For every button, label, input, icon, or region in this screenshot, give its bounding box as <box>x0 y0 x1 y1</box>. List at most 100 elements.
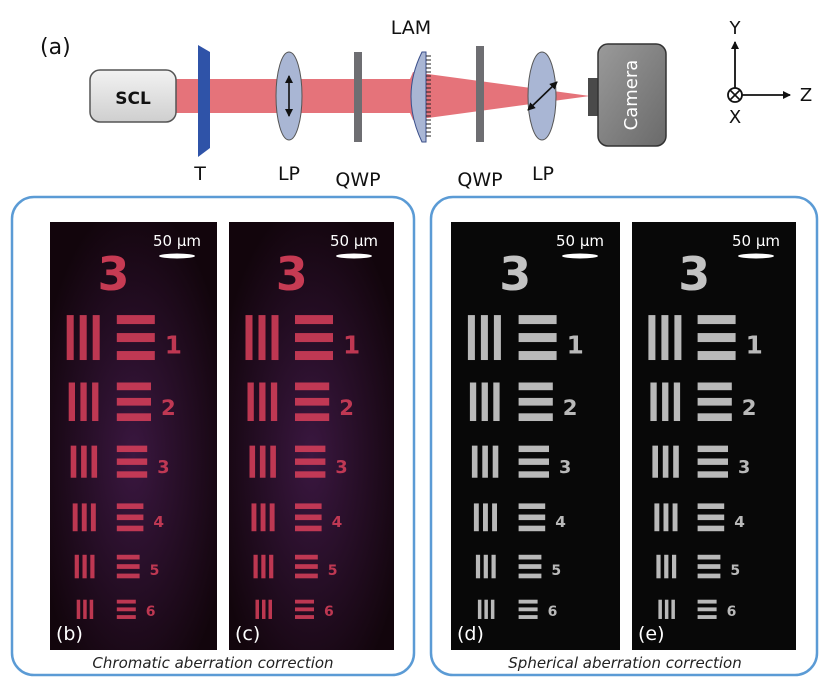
target-slide <box>198 45 210 157</box>
vertical-bar <box>74 554 79 579</box>
horizontal-bar <box>295 351 333 361</box>
element-number: 1 <box>746 330 763 359</box>
vertical-bar <box>270 382 278 422</box>
horizontal-bar <box>518 503 546 509</box>
vertical-bar <box>258 315 266 361</box>
horizontal-bar <box>518 471 549 478</box>
vertical-bar <box>90 503 96 532</box>
vertical-bar <box>249 445 256 478</box>
horizontal-bar <box>295 514 322 521</box>
horizontal-bar <box>697 564 721 569</box>
vertical-bar <box>259 382 266 422</box>
horizontal-bar <box>295 413 330 422</box>
horizontal-bar <box>518 564 542 569</box>
vertical-bar <box>89 599 94 619</box>
vertical-bar <box>90 554 95 579</box>
element-number: 5 <box>328 563 338 579</box>
chromatic-caption: Chromatic aberration correction <box>92 654 333 672</box>
vertical-bar <box>674 315 682 361</box>
spherical-caption: Spherical aberration correction <box>508 654 741 672</box>
setup-schematic: (a) SCL T LP QWP LAM QWP LP <box>40 17 812 191</box>
vertical-bar <box>480 315 488 361</box>
camera-lens-mount <box>588 78 600 116</box>
vertical-bar <box>92 382 99 422</box>
vertical-bar <box>92 315 100 361</box>
vertical-bar <box>72 503 78 532</box>
vertical-bar <box>83 599 87 619</box>
element-number: 1 <box>567 330 584 359</box>
vertical-bar <box>493 382 500 422</box>
horizontal-bar <box>295 333 333 343</box>
horizontal-bar <box>116 445 148 453</box>
horizontal-bar <box>697 397 732 406</box>
panel-id-label: (c) <box>235 623 260 645</box>
vertical-bar <box>672 503 678 532</box>
scale-bar <box>562 253 598 259</box>
camera: Camera <box>588 43 667 147</box>
y-axis-label: Y <box>729 18 742 39</box>
vertical-bar <box>662 382 669 422</box>
horizontal-bar <box>518 382 553 391</box>
horizontal-bar <box>116 397 151 406</box>
horizontal-bar <box>518 413 553 422</box>
qwp2-label: QWP <box>457 169 502 191</box>
element-number: 5 <box>730 563 740 579</box>
vertical-bar <box>261 554 266 579</box>
panel-d-image: 50 μm 3 1 2 3 4 5 6 (d) <box>451 222 620 650</box>
horizontal-bar <box>295 471 326 478</box>
vertical-bar <box>654 503 660 532</box>
panel-b-image: 50 μm 3 1 2 3 4 5 6 (b) <box>50 222 217 650</box>
horizontal-bar <box>295 599 314 604</box>
coordinate-axes: Y Z X <box>727 18 812 128</box>
vertical-bar <box>661 315 669 361</box>
vertical-bar <box>76 599 81 619</box>
horizontal-bar <box>295 315 333 325</box>
vertical-bar <box>483 554 488 579</box>
group-number-glyph: 3 <box>97 247 129 301</box>
scale-bar-label: 50 μm <box>732 232 780 250</box>
scale-bar <box>738 253 774 259</box>
vertical-bar <box>81 445 87 478</box>
vertical-bar <box>467 315 475 361</box>
element-number: 1 <box>165 330 182 359</box>
element-number: 3 <box>157 458 169 478</box>
horizontal-bar <box>518 351 557 361</box>
horizontal-bar <box>116 599 136 604</box>
group-number-glyph: 3 <box>499 247 531 301</box>
horizontal-bar <box>697 333 736 343</box>
horizontal-bar <box>295 525 322 532</box>
vertical-bar <box>493 315 501 361</box>
horizontal-bar <box>518 525 546 532</box>
horizontal-bar <box>518 599 538 604</box>
horizontal-bar <box>697 458 728 465</box>
vertical-bar <box>91 445 98 478</box>
element-number: 3 <box>335 458 347 478</box>
horizontal-bar <box>295 615 314 619</box>
horizontal-bar <box>116 458 148 465</box>
element-number: 5 <box>150 563 160 579</box>
vertical-bar <box>269 554 274 579</box>
horizontal-bar <box>518 573 542 579</box>
horizontal-bar <box>116 503 144 509</box>
horizontal-bar <box>697 351 736 361</box>
element-number: 5 <box>551 563 561 579</box>
horizontal-bar <box>116 315 155 325</box>
vertical-bar <box>80 382 87 422</box>
vertical-bar <box>251 503 257 532</box>
vertical-bar <box>656 554 661 579</box>
horizontal-bar <box>697 573 721 579</box>
vertical-bar <box>492 445 499 478</box>
x-axis-label: X <box>729 107 741 128</box>
vertical-bar <box>68 382 75 422</box>
horizontal-bar <box>518 615 538 619</box>
group-number-glyph: 3 <box>678 247 710 301</box>
vertical-bar <box>484 599 488 619</box>
qwp1-label: QWP <box>335 169 380 191</box>
scale-bar <box>159 253 195 259</box>
horizontal-bar <box>518 333 557 343</box>
target-label: T <box>193 163 206 185</box>
horizontal-bar <box>697 615 717 619</box>
element-number: 3 <box>559 458 571 478</box>
horizontal-bar <box>295 554 318 560</box>
